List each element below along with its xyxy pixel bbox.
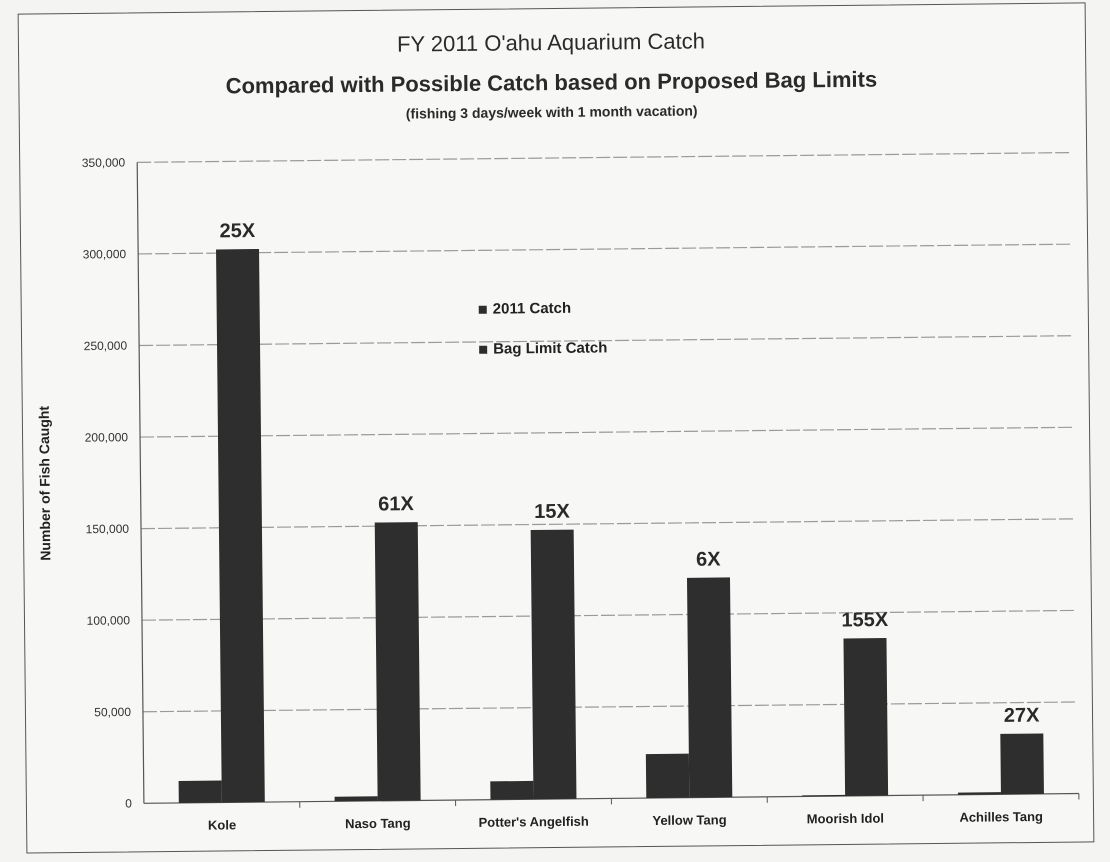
bar-2011-catch [490,781,533,800]
bar-bag-limit-catch [216,249,265,803]
gridline [143,702,1078,712]
bar-bag-limit-catch [843,638,888,796]
legend-item-bag-limit-catch: Bag Limit Catch [479,339,607,357]
legend-label: Bag Limit Catch [493,339,607,357]
gridline [137,153,1072,163]
y-tick-label: 200,000 [85,430,129,444]
bar-bag-limit-catch [375,522,421,801]
y-tick-label: 100,000 [87,613,131,627]
legend-swatch [479,306,487,314]
bar-2011-catch [335,796,378,801]
bar-annotation: 6X [696,548,721,570]
gridline [141,519,1076,529]
gridline [138,244,1073,254]
bar-annotation: 27X [1004,704,1040,726]
bar-annotation: 155X [841,609,889,631]
y-tick-label: 50,000 [94,705,131,719]
bar-annotation: 25X [219,220,255,242]
x-tick-label: Achilles Tang [959,809,1043,825]
bar-bag-limit-catch [531,530,577,800]
bar-annotation: 61X [378,493,414,515]
y-tick-label: 250,000 [84,339,128,353]
x-tick-label: Yellow Tang [652,812,726,828]
x-tick-label: Moorish Idol [807,811,884,827]
y-axis-line [137,162,144,803]
gridline [142,610,1077,620]
bar-bag-limit-catch [1000,733,1044,794]
bar-annotation: 15X [534,501,570,523]
y-tick-label: 350,000 [82,155,126,169]
y-tick-label: 0 [125,796,132,810]
x-tick-label: Potter's Angelfish [479,814,589,830]
gridline [140,427,1075,437]
y-tick-label: 300,000 [83,247,127,261]
legend-label: 2011 Catch [493,300,572,318]
y-tick-label: 150,000 [86,522,130,536]
bar-bag-limit-catch [687,577,732,797]
legend-item-2011-catch: 2011 Catch [479,300,572,318]
x-tick-label: Kole [208,817,236,832]
bar-2011-catch [958,792,1001,795]
bar-2011-catch [646,754,689,798]
legend-swatch [479,346,487,354]
x-tick-label: Naso Tang [345,816,411,832]
bar-2011-catch [179,781,222,803]
